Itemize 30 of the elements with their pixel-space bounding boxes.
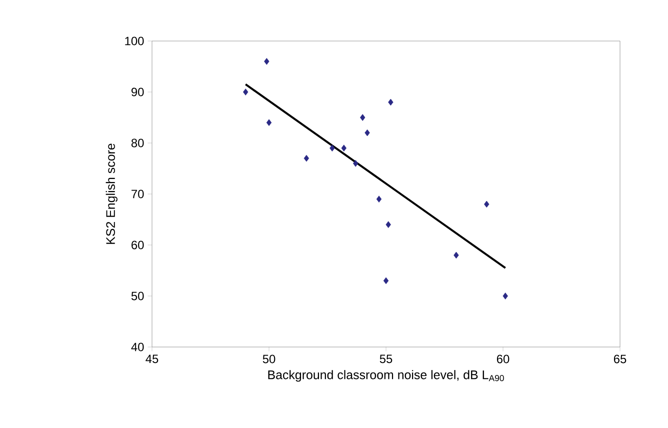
point (243, 88, 248, 96)
point (352, 160, 358, 167)
x-tick-label: 60 (496, 354, 510, 364)
point (364, 129, 370, 136)
y-tick-label: 40 (131, 342, 144, 352)
y-tick-label: 70 (132, 190, 144, 198)
point (484, 200, 490, 208)
y-tick-label: 60 (132, 240, 144, 250)
point (388, 98, 394, 106)
y-tick-label: 90 (132, 88, 144, 96)
point (383, 277, 389, 284)
point (330, 144, 335, 152)
x-tick-label: 50 (262, 354, 276, 364)
y-tick-label: 80 (131, 138, 144, 148)
point (304, 154, 310, 162)
x-tick-label: 45 (146, 354, 158, 364)
point (454, 252, 459, 259)
y-tick-label: 100 (125, 36, 144, 46)
point (264, 58, 270, 65)
point (502, 292, 508, 300)
point (376, 196, 382, 202)
y-axis-title: KS2 English score (106, 144, 118, 244)
x-tick-label: 65 (614, 354, 626, 364)
point (360, 114, 366, 121)
point (386, 221, 391, 228)
x-tick-label: 55 (380, 354, 392, 364)
x-axis-title: Background classroom noise level, dB L$_{A90}$ (268, 370, 504, 382)
point (266, 119, 272, 126)
point (341, 144, 346, 152)
y-tick-label: 50 (131, 292, 144, 300)
